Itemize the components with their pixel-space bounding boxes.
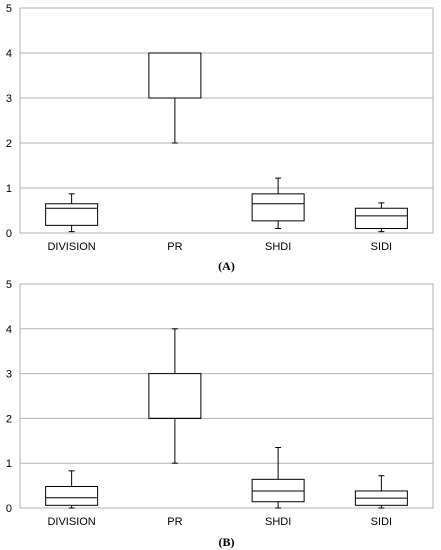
panel-a-xtick-label: SHDI	[265, 241, 291, 253]
panel-b-xtick-label: DIVISION	[47, 516, 95, 528]
panel-b-ytick-label: 1	[6, 458, 12, 470]
panel-b-plot-frame	[19, 283, 434, 509]
panel-b-label: (B)	[219, 535, 235, 549]
panel-a-ytick-label: 1	[6, 183, 12, 195]
panel-a-ytick-label: 4	[6, 48, 12, 60]
panel-a-box-pr	[148, 52, 202, 99]
panel-a-ytick-label: 0	[6, 228, 12, 240]
panel-a-ytick-label: 3	[6, 93, 12, 105]
panel-b-xtick-label: SHDI	[265, 516, 291, 528]
panel-a-xtick-label: SIDI	[371, 241, 392, 253]
panel-b-ytick-label: 5	[6, 279, 12, 291]
panel-b-ytick-label: 3	[6, 369, 12, 381]
panel-b-box-pr	[148, 373, 202, 419]
panel-b-ytick-label: 4	[6, 324, 12, 336]
panel-b-box-division	[45, 485, 99, 506]
panel-b-xtick-label: PR	[167, 516, 182, 528]
panel-a-box-division	[45, 203, 99, 226]
panel-b-ytick-label: 0	[6, 503, 12, 515]
panel-a-label: (A)	[218, 259, 235, 273]
panel-a-ytick-label: 5	[6, 3, 12, 15]
panel-b-ytick-label: 2	[6, 413, 12, 425]
panel-a-xtick-label: DIVISION	[47, 241, 95, 253]
panel-a-xtick-label: PR	[167, 241, 182, 253]
panel-a-box-shdi	[251, 193, 305, 222]
panel-a-box-sidi	[354, 207, 408, 229]
panel-a-ytick-label: 2	[6, 138, 12, 150]
panel-b-xtick-label: SIDI	[371, 516, 392, 528]
panel-a-plot-frame	[19, 7, 434, 234]
